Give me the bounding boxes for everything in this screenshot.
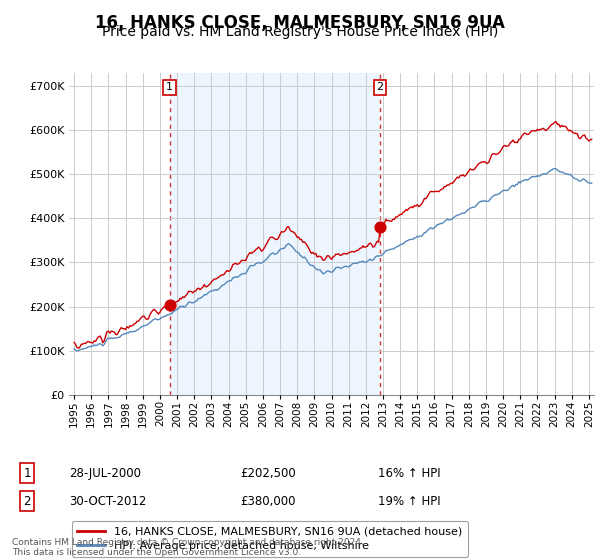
Text: 1: 1 <box>23 466 31 480</box>
Bar <box>170 73 380 395</box>
Text: 30-OCT-2012: 30-OCT-2012 <box>69 494 146 508</box>
Text: 2: 2 <box>376 82 383 92</box>
Text: 16, HANKS CLOSE, MALMESBURY, SN16 9UA: 16, HANKS CLOSE, MALMESBURY, SN16 9UA <box>95 14 505 32</box>
Text: 1: 1 <box>166 82 173 92</box>
Text: 2: 2 <box>23 494 31 508</box>
Legend: 16, HANKS CLOSE, MALMESBURY, SN16 9UA (detached house), HPI: Average price, deta: 16, HANKS CLOSE, MALMESBURY, SN16 9UA (d… <box>72 521 468 557</box>
Text: Contains HM Land Registry data © Crown copyright and database right 2024.
This d: Contains HM Land Registry data © Crown c… <box>12 538 364 557</box>
Text: 19% ↑ HPI: 19% ↑ HPI <box>378 494 440 508</box>
Point <box>375 223 385 232</box>
Text: £380,000: £380,000 <box>240 494 296 508</box>
Text: Price paid vs. HM Land Registry's House Price Index (HPI): Price paid vs. HM Land Registry's House … <box>102 25 498 39</box>
Point <box>165 301 175 310</box>
Text: 28-JUL-2000: 28-JUL-2000 <box>69 466 141 480</box>
Text: £202,500: £202,500 <box>240 466 296 480</box>
Text: 16% ↑ HPI: 16% ↑ HPI <box>378 466 440 480</box>
